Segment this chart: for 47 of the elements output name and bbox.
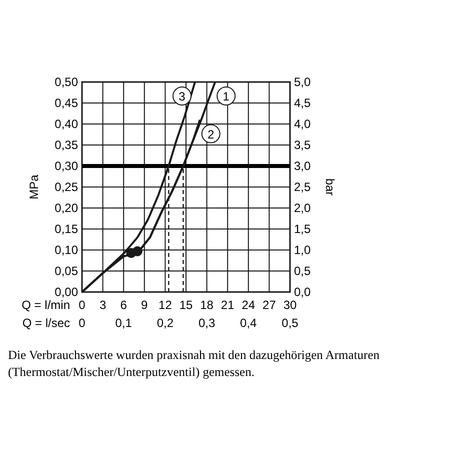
y-tick-label: 0,00 — [54, 285, 78, 299]
x-tick-label: 24 — [242, 298, 256, 312]
y2-tick-label: 3,0 — [294, 159, 312, 173]
series-label: 2 — [208, 127, 215, 142]
x2-tick-label: 0,3 — [198, 316, 216, 330]
x2-tick-label: 0 — [78, 316, 86, 330]
x2-tick-label: 0,2 — [156, 316, 174, 330]
x-tick-label: 6 — [120, 298, 128, 312]
x2-tick-label: 0,4 — [240, 316, 258, 330]
y2-tick-label: 1,0 — [294, 243, 312, 257]
y-tick-label: 0,15 — [54, 222, 78, 236]
y2-tick-label: 0,0 — [294, 285, 312, 299]
y-tick-label: 0,35 — [54, 138, 78, 152]
y2-axis-title: bar — [323, 178, 337, 196]
y2-tick-label: 1,5 — [294, 222, 312, 236]
y-tick-label: 0,45 — [54, 96, 78, 110]
x-tick-label: 21 — [220, 298, 235, 312]
text: Die Verbrauchswerte wurden praxisnah mit den dazugehörigen Armaturen (Thermostat/Mischer/Unterputzventil) gemessen. — [8, 347, 381, 381]
x-tick-label: 12 — [158, 298, 172, 312]
y2-tick-label: 0,5 — [294, 264, 312, 278]
series-label: 3 — [178, 90, 186, 104]
y2-tick-label: 5,0 — [294, 75, 312, 89]
y-tick-label: 0,20 — [54, 201, 78, 215]
x-tick-label: 27 — [262, 298, 276, 312]
y2-tick-label: 3,5 — [294, 138, 312, 152]
x-tick-label: 3 — [99, 298, 106, 312]
y-tick-label: 0,50 — [54, 75, 78, 89]
x-tick-label: 9 — [141, 298, 148, 312]
y-tick-label: 0,10 — [54, 243, 78, 257]
y-tick-label: 0,25 — [54, 180, 78, 194]
x-tick-label: 18 — [200, 298, 214, 312]
x2-axis-title: Q = l/sec — [22, 316, 70, 330]
y2-tick-label: 2,5 — [294, 180, 312, 194]
y2-tick-label: 4,0 — [294, 117, 312, 131]
y-tick-label: 0,30 — [54, 159, 78, 173]
x2-tick-label: 0,1 — [115, 316, 132, 330]
y-tick-label: 0,40 — [54, 117, 78, 131]
x-axis-title: Q = l/min — [22, 298, 70, 312]
x2-tick-label: 0,5 — [282, 316, 299, 330]
x-tick-label: 0 — [78, 298, 86, 312]
x-tick-label: 30 — [283, 298, 297, 312]
series-label: 1 — [222, 90, 230, 104]
y2-tick-label: 2,0 — [294, 201, 312, 215]
x-tick-label: 15 — [179, 298, 193, 312]
y2-tick-label: 4,5 — [294, 96, 312, 110]
y-axis-title: MPa — [27, 174, 41, 200]
y-tick-label: 0,05 — [54, 264, 78, 278]
